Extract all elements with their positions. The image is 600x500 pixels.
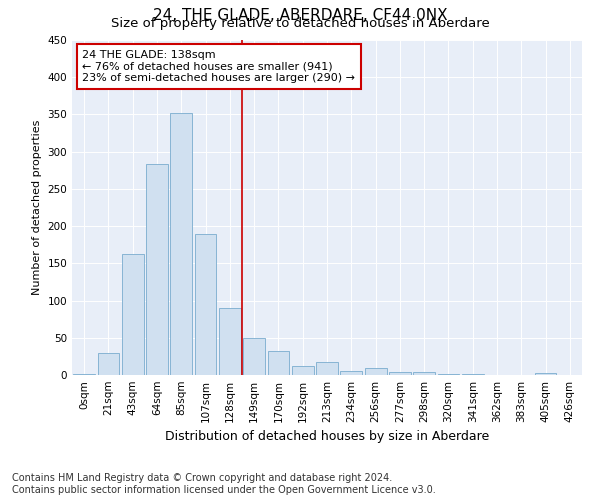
Bar <box>292 366 314 375</box>
Bar <box>365 368 386 375</box>
Text: Size of property relative to detached houses in Aberdare: Size of property relative to detached ho… <box>110 18 490 30</box>
Bar <box>268 351 289 375</box>
Bar <box>437 374 460 375</box>
Bar <box>462 374 484 375</box>
Bar <box>243 338 265 375</box>
Bar <box>122 254 143 375</box>
Bar <box>219 308 241 375</box>
Bar <box>73 374 95 375</box>
Bar <box>97 352 119 375</box>
Bar <box>194 234 217 375</box>
X-axis label: Distribution of detached houses by size in Aberdare: Distribution of detached houses by size … <box>165 430 489 444</box>
Bar <box>413 372 435 375</box>
Bar <box>389 372 411 375</box>
Y-axis label: Number of detached properties: Number of detached properties <box>32 120 42 295</box>
Bar <box>340 370 362 375</box>
Bar <box>170 113 192 375</box>
Text: Contains HM Land Registry data © Crown copyright and database right 2024.
Contai: Contains HM Land Registry data © Crown c… <box>12 474 436 495</box>
Text: 24 THE GLADE: 138sqm
← 76% of detached houses are smaller (941)
23% of semi-deta: 24 THE GLADE: 138sqm ← 76% of detached h… <box>82 50 355 83</box>
Bar <box>316 362 338 375</box>
Bar <box>535 373 556 375</box>
Bar <box>146 164 168 375</box>
Text: 24, THE GLADE, ABERDARE, CF44 0NX: 24, THE GLADE, ABERDARE, CF44 0NX <box>152 8 448 22</box>
